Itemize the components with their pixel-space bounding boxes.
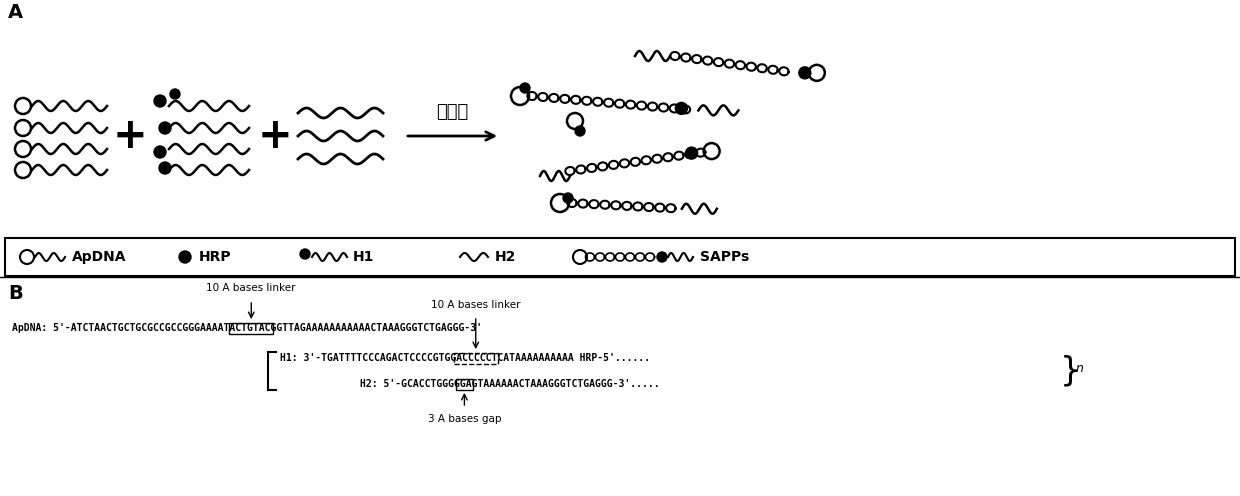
Text: SAPPs: SAPPs bbox=[701, 250, 749, 264]
Circle shape bbox=[179, 251, 191, 263]
Text: n: n bbox=[1076, 362, 1084, 375]
Text: +: + bbox=[113, 115, 148, 157]
Circle shape bbox=[575, 126, 585, 136]
Text: }: } bbox=[1060, 355, 1081, 387]
Text: H2: 5'-GCACCTGGGGGAGTAAAAAACTAAAGGGTCTGAGGG-3'.....: H2: 5'-GCACCTGGGGGAGTAAAAAACTAAAGGGTCTGA… bbox=[360, 379, 660, 389]
Circle shape bbox=[159, 162, 171, 174]
Text: HRP: HRP bbox=[198, 250, 232, 264]
Text: H2: H2 bbox=[495, 250, 516, 264]
Circle shape bbox=[154, 146, 166, 158]
Circle shape bbox=[170, 89, 180, 99]
Circle shape bbox=[686, 147, 698, 159]
Bar bbox=[229, 322, 273, 333]
Bar bbox=[456, 378, 474, 389]
Circle shape bbox=[657, 252, 667, 262]
Circle shape bbox=[154, 95, 166, 107]
Text: B: B bbox=[7, 284, 22, 303]
Circle shape bbox=[676, 102, 687, 115]
Text: H1: 3'-TGATTTTCCCAGACTCCCCGTGGACCCCCTCATAAAAAAAAAA HRP-5'......: H1: 3'-TGATTTTCCCAGACTCCCCGTGGACCCCCTCAT… bbox=[280, 353, 650, 363]
Circle shape bbox=[799, 67, 811, 79]
Circle shape bbox=[563, 193, 573, 203]
Text: ApDNA: ApDNA bbox=[72, 250, 126, 264]
Bar bbox=[5, 238, 1235, 276]
Text: H1: H1 bbox=[353, 250, 374, 264]
Text: ApDNA: 5'-ATCTAACTGCTGCGCCGCCGGGAAAATACTGTACGGTTAGAAAAAAAAAAACTAAAGGGTCTGAGGG-3': ApDNA: 5'-ATCTAACTGCTGCGCCGCCGGGAAAATACT… bbox=[12, 323, 482, 333]
Circle shape bbox=[520, 83, 529, 93]
Text: 10 A bases linker: 10 A bases linker bbox=[432, 300, 521, 310]
Text: 3 A bases gap: 3 A bases gap bbox=[428, 414, 501, 424]
Text: +: + bbox=[258, 115, 293, 157]
Circle shape bbox=[300, 249, 310, 259]
Text: 自组装: 自组装 bbox=[436, 103, 469, 121]
Bar bbox=[454, 353, 497, 364]
Text: 10 A bases linker: 10 A bases linker bbox=[207, 283, 296, 293]
Text: A: A bbox=[7, 3, 24, 22]
Circle shape bbox=[159, 122, 171, 134]
